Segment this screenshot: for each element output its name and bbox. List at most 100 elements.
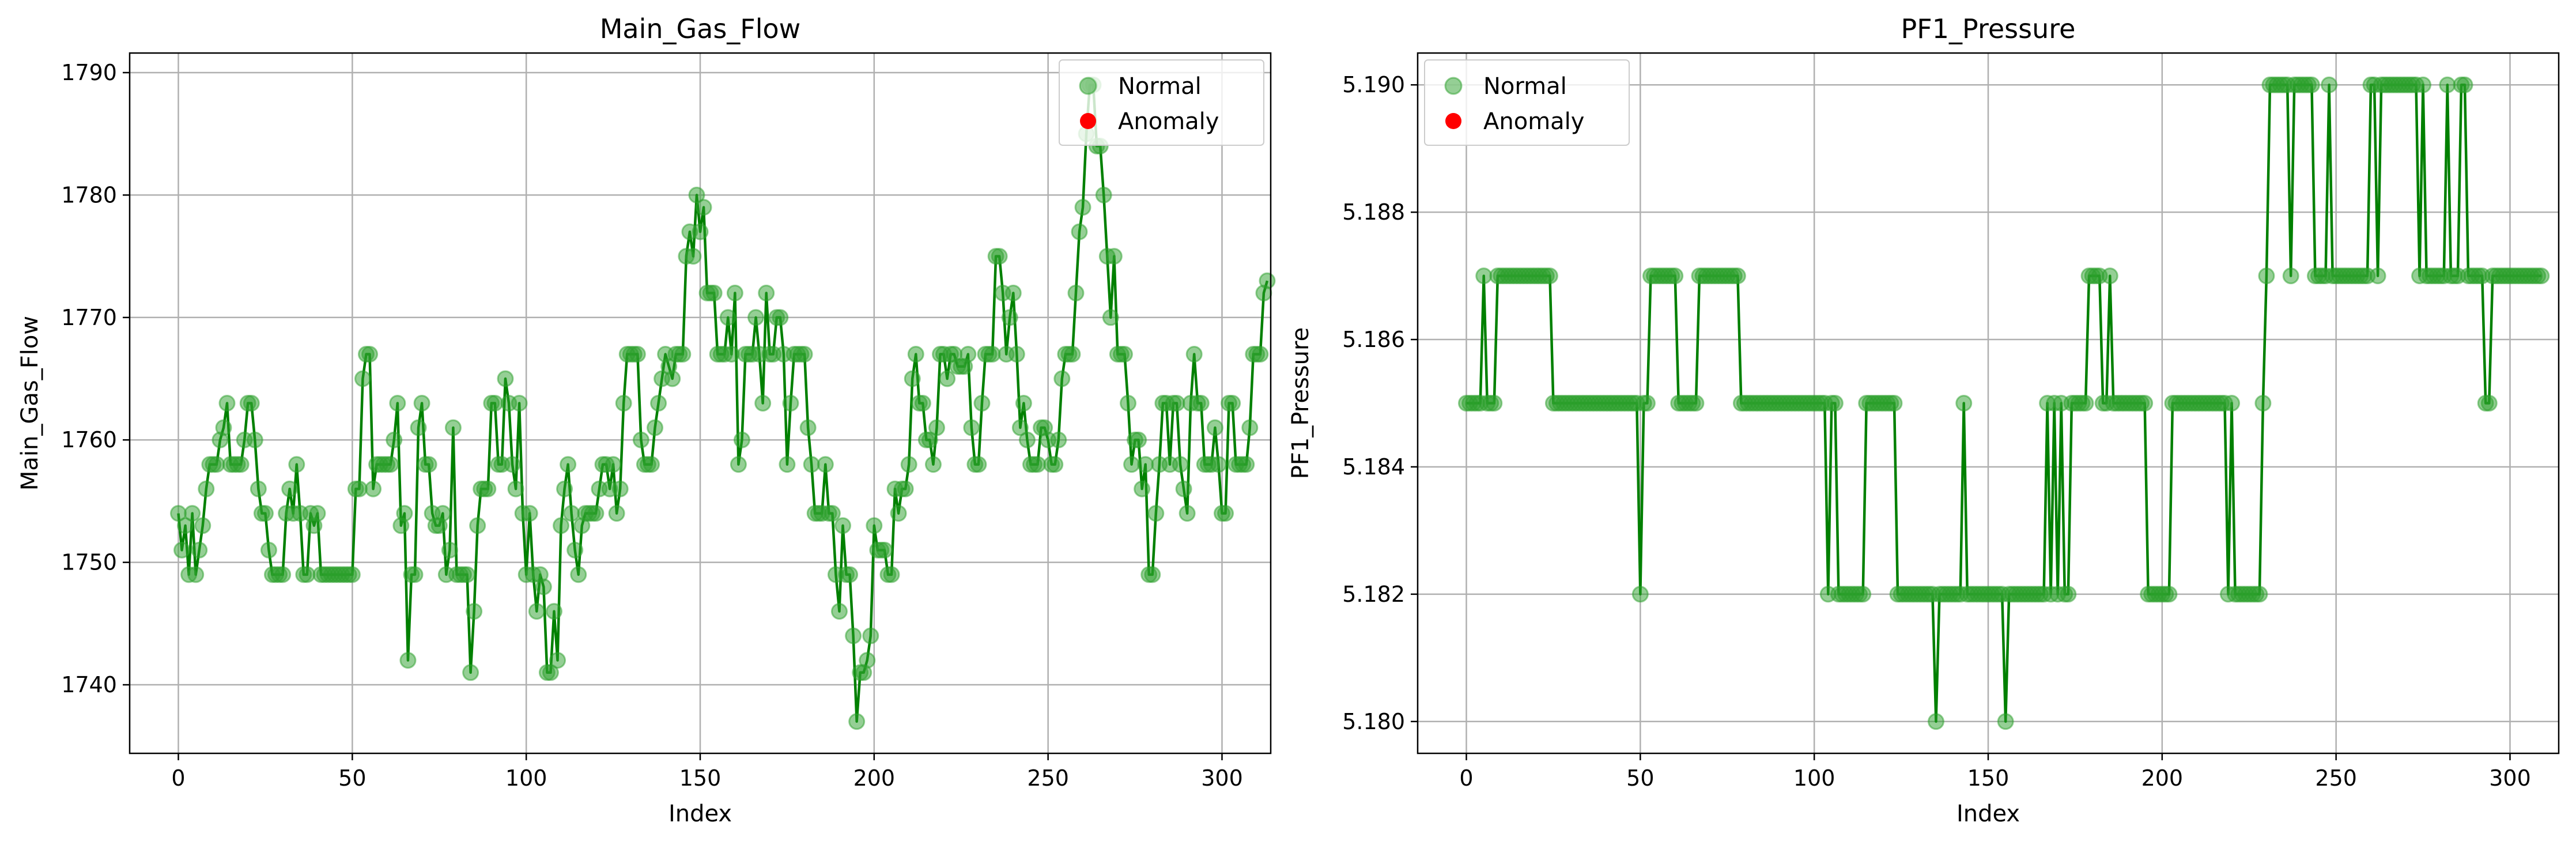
data-point	[1175, 480, 1192, 497]
data-point	[2303, 76, 2320, 93]
data-point	[556, 480, 573, 497]
data-point	[1120, 395, 1136, 412]
data-point	[1631, 586, 1649, 603]
data-point	[386, 431, 403, 448]
data-point	[1102, 309, 1119, 326]
data-point	[507, 480, 524, 497]
data-point	[1001, 309, 1018, 326]
x-axis-label: Index	[668, 801, 732, 827]
data-point	[772, 309, 789, 326]
x-tick-label: 200	[2141, 765, 2184, 791]
x-tick-label: 200	[853, 765, 896, 791]
data-point	[2136, 395, 2154, 412]
data-point	[187, 566, 205, 583]
x-axis-label: Index	[1956, 801, 2020, 827]
data-point	[469, 517, 486, 534]
data-point	[615, 395, 632, 412]
data-point	[1886, 395, 1903, 412]
data-point	[191, 541, 208, 559]
data-point	[382, 456, 399, 473]
data-point	[2415, 76, 2432, 93]
data-point	[921, 431, 938, 448]
data-point	[1011, 419, 1029, 436]
data-point	[1074, 199, 1091, 216]
data-point	[563, 505, 580, 522]
data-point	[406, 566, 424, 583]
data-point	[479, 480, 497, 497]
data-point	[504, 456, 521, 473]
data-point	[973, 395, 991, 412]
data-point	[232, 456, 250, 473]
data-point	[2258, 267, 2275, 285]
data-point	[824, 505, 841, 522]
data-point	[566, 541, 584, 559]
legend-box	[1424, 59, 1630, 146]
data-point	[1475, 267, 1493, 285]
data-point	[299, 566, 316, 583]
data-point	[486, 395, 504, 412]
data-point	[907, 346, 924, 363]
data-point	[1050, 431, 1067, 448]
data-point	[719, 309, 736, 326]
data-point	[246, 431, 263, 448]
data-point	[1029, 456, 1047, 473]
data-point	[1172, 456, 1189, 473]
data-point	[218, 395, 236, 412]
data-point	[1224, 395, 1241, 412]
data-point	[904, 370, 921, 387]
data-point	[553, 517, 570, 534]
legend-label-normal: Normal	[1483, 73, 1567, 100]
data-point	[1004, 284, 1022, 301]
data-point	[184, 505, 201, 522]
data-point	[309, 505, 326, 522]
data-point	[1241, 419, 1259, 436]
data-point	[281, 480, 299, 497]
data-point	[1018, 431, 1036, 448]
data-point	[688, 186, 705, 203]
data-point	[434, 505, 451, 522]
data-point	[883, 566, 900, 583]
data-point	[695, 199, 712, 216]
x-axis: 0 50 100 150 200 250 300	[171, 753, 1243, 791]
data-point	[361, 346, 379, 363]
data-point	[194, 517, 211, 534]
data-point	[1687, 395, 1705, 412]
data-point	[1541, 267, 1558, 285]
data-point	[1210, 456, 1227, 473]
legend-marker-normal	[1079, 77, 1097, 95]
data-point	[862, 627, 879, 644]
data-point	[674, 346, 692, 363]
data-point	[803, 456, 820, 473]
data-point	[1955, 395, 1973, 412]
data-point	[260, 541, 277, 559]
data-point	[462, 664, 479, 681]
data-point	[497, 370, 514, 387]
y-tick-label: 5.188	[1342, 199, 1405, 225]
data-point	[928, 419, 945, 436]
data-point	[890, 505, 907, 522]
data-point	[1638, 395, 1656, 412]
data-point	[647, 419, 664, 436]
data-point	[632, 431, 649, 448]
x-tick-label: 50	[1626, 765, 1654, 791]
series-markers	[1458, 76, 2550, 730]
data-point	[1168, 395, 1185, 412]
chart-panel-pf1-pressure: 0 50 100 150 200 250 300 5.1805.1825.1845.1865…	[1287, 13, 2560, 827]
data-point	[243, 395, 260, 412]
data-point	[1179, 505, 1196, 522]
data-point	[389, 395, 406, 412]
data-point	[2077, 395, 2094, 412]
data-point	[2439, 76, 2456, 93]
data-point	[1185, 346, 1203, 363]
data-point	[441, 541, 458, 559]
data-point	[848, 713, 866, 730]
data-point	[779, 456, 796, 473]
data-point	[528, 603, 545, 620]
data-point	[960, 346, 977, 363]
y-axis-label: Main_Gas_Flow	[17, 316, 43, 491]
x-tick-label: 150	[1967, 765, 2010, 791]
x-tick-label: 0	[171, 765, 185, 791]
data-point	[692, 223, 709, 240]
data-point	[2254, 395, 2272, 412]
